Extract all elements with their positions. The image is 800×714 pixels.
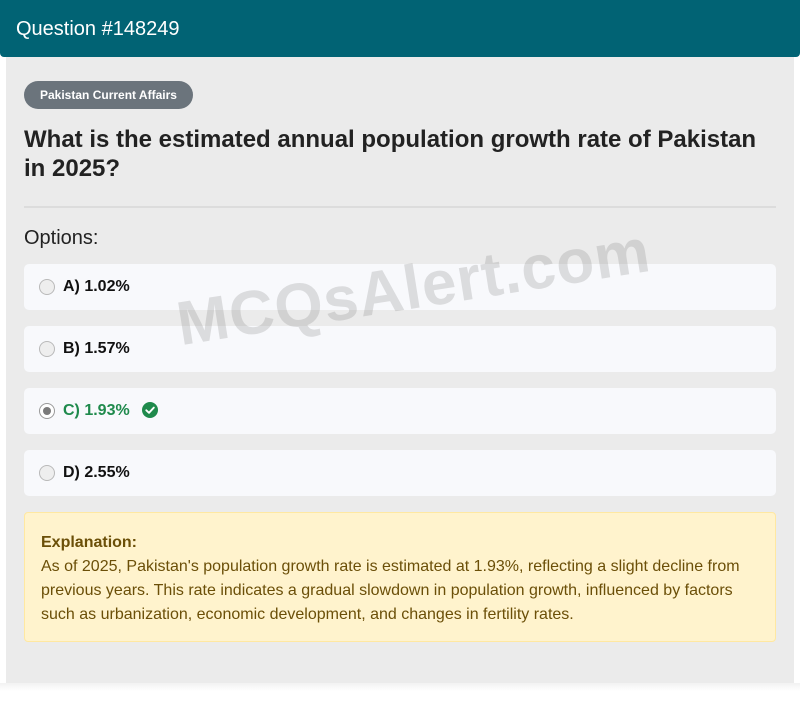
option-a[interactable]: A) 1.02% [24,264,776,310]
card-shadow [0,683,800,691]
divider [24,206,776,208]
explanation-box: Explanation: As of 2025, Pakistan's popu… [24,512,776,642]
page-title: Question #148249 [16,18,180,40]
option-c[interactable]: C) 1.93% [24,388,776,434]
option-b-radio[interactable] [39,341,55,357]
question-card: Pakistan Current Affairs What is the est… [6,57,794,683]
option-b-label: B) 1.57% [63,340,130,357]
option-d-radio[interactable] [39,465,55,481]
option-b[interactable]: B) 1.57% [24,326,776,372]
option-a-label: A) 1.02% [63,278,130,295]
option-d[interactable]: D) 2.55% [24,450,776,496]
page-header: Question #148249 [0,0,800,57]
option-a-radio[interactable] [39,279,55,295]
options-heading: Options: [24,227,99,249]
check-circle-icon [142,402,158,418]
option-c-label: C) 1.93% [63,402,130,419]
option-d-label: D) 2.55% [63,464,130,481]
question-text: What is the estimated annual population … [24,126,757,182]
option-c-radio[interactable] [39,403,55,419]
explanation-text: As of 2025, Pakistan's population growth… [41,558,740,623]
category-badge[interactable]: Pakistan Current Affairs [24,81,193,109]
explanation-title: Explanation: [41,534,138,551]
